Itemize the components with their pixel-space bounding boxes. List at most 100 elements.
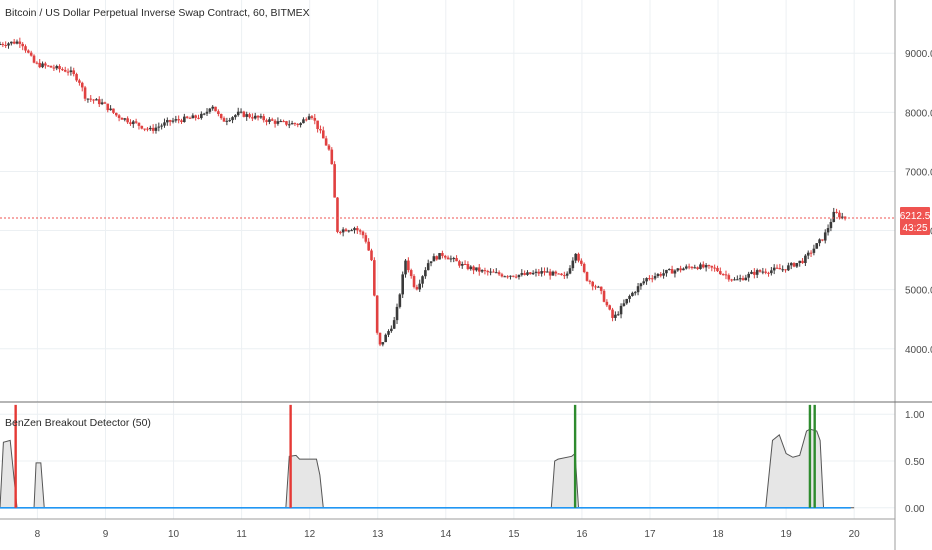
- candle-body: [222, 118, 226, 122]
- candle-body: [738, 278, 742, 280]
- candle-body: [24, 46, 27, 51]
- candle-body: [72, 70, 76, 75]
- candle-body: [838, 212, 841, 218]
- candle-body: [642, 281, 646, 284]
- candle-body: [446, 257, 450, 260]
- last-price-badge: 6212.5 43:25: [900, 206, 931, 235]
- time-tick-label: 8: [35, 529, 41, 540]
- candle-body: [755, 270, 759, 275]
- candle-body: [548, 271, 552, 276]
- candle-body: [95, 99, 98, 101]
- candle-body: [106, 103, 110, 111]
- candle-body: [537, 271, 541, 274]
- candle-body: [529, 272, 532, 275]
- candle-body: [798, 260, 802, 264]
- candle-body: [80, 82, 84, 88]
- candle-body: [123, 118, 127, 120]
- indicator-axis-labels[interactable]: 0.00 0.50 1.00: [905, 410, 925, 515]
- candle-body: [526, 272, 529, 275]
- candle-body: [18, 41, 22, 44]
- candle-body: [302, 119, 305, 124]
- price-axis-labels[interactable]: 4000.05000.06000.07000.08000.09000.0: [905, 49, 932, 356]
- candle-body: [4, 44, 7, 46]
- time-tick-label: 19: [781, 529, 793, 540]
- candle-body: [826, 228, 830, 233]
- candle-body: [52, 67, 56, 69]
- candle-body: [503, 276, 507, 278]
- candle-body: [489, 271, 492, 273]
- candle-body: [741, 278, 745, 281]
- candle-body: [350, 230, 353, 232]
- candle-body: [341, 229, 345, 233]
- candle-body: [815, 243, 819, 249]
- candle-body: [648, 278, 651, 280]
- candle-body: [390, 328, 393, 332]
- candle-body: [200, 113, 203, 119]
- candle-body: [452, 258, 456, 260]
- indicator-title[interactable]: BenZen Breakout Detector (50): [5, 417, 151, 429]
- candle-body: [568, 268, 572, 274]
- candle-body: [336, 197, 339, 232]
- time-axis-labels[interactable]: 8 9 10 11 12 13 14 15 16 17 18 19 20: [35, 529, 861, 540]
- candle-body: [463, 263, 467, 265]
- candle-body: [818, 239, 821, 244]
- time-tick-label: 15: [508, 529, 520, 540]
- candle-body: [236, 111, 240, 116]
- candle-body: [438, 253, 441, 260]
- candle-body: [670, 269, 674, 274]
- candle-body: [665, 269, 668, 274]
- candle-body: [217, 111, 220, 114]
- candle-body: [594, 286, 597, 288]
- candle-body: [509, 275, 512, 277]
- candle-body: [197, 117, 200, 119]
- candle-body: [744, 277, 748, 281]
- candle-body: [701, 264, 705, 268]
- candle-body: [12, 41, 16, 44]
- candle-body: [7, 43, 10, 46]
- candle-body: [477, 267, 481, 272]
- candle-body: [183, 116, 186, 123]
- candle-body: [574, 253, 577, 261]
- candle-body: [736, 279, 739, 281]
- candle-body: [78, 80, 81, 83]
- candle-body: [194, 115, 197, 118]
- candle-body: [103, 102, 107, 104]
- price-tick-label: 5000.0: [905, 286, 932, 297]
- candle-body: [707, 265, 711, 267]
- candle-body: [560, 273, 563, 276]
- candle-body: [395, 306, 399, 321]
- candle-body: [163, 122, 166, 126]
- candle-body: [392, 320, 396, 329]
- candle-body: [177, 119, 180, 121]
- candle-body: [353, 228, 356, 231]
- candle-body: [676, 268, 680, 271]
- candle-body: [358, 230, 362, 232]
- candle-body: [616, 314, 620, 316]
- candle-body: [597, 286, 600, 288]
- candle-body: [591, 281, 594, 287]
- candle-body: [89, 98, 93, 100]
- candle-body: [580, 260, 583, 264]
- candle-body: [290, 123, 294, 125]
- candle-body: [21, 43, 24, 47]
- candle-body: [424, 270, 427, 277]
- candle-body: [253, 115, 257, 119]
- symbol-title[interactable]: Bitcoin / US Dollar Perpetual Inverse Sw…: [5, 7, 310, 19]
- candle-body: [219, 113, 223, 119]
- candle-body: [835, 211, 838, 213]
- price-tick-label: 9000.0: [905, 49, 932, 60]
- candle-body: [557, 273, 560, 275]
- candle-body: [821, 239, 824, 241]
- candle-body: [614, 314, 617, 318]
- candle-body: [784, 269, 787, 271]
- breakout-signals: [14, 404, 816, 508]
- candle-body: [801, 260, 804, 264]
- price-tick-label: 8000.0: [905, 108, 932, 119]
- candle-body: [543, 271, 546, 273]
- candle-body: [719, 271, 722, 275]
- candle-body: [319, 129, 322, 131]
- candle-body: [693, 267, 697, 269]
- candle-body: [171, 120, 175, 122]
- candle-body: [764, 271, 767, 273]
